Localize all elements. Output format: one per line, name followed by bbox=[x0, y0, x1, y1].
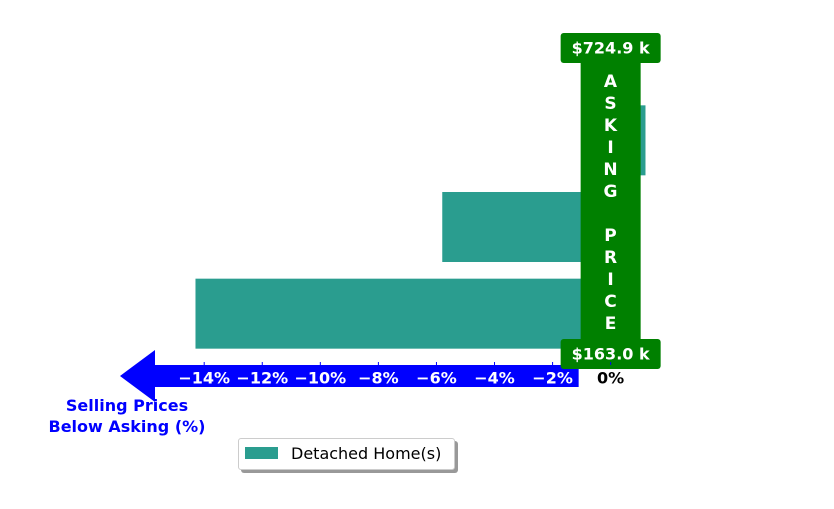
asking-label: ASKING PRICE bbox=[600, 71, 621, 336]
bar bbox=[195, 278, 611, 349]
legend-swatch bbox=[245, 447, 278, 459]
legend-label: Detached Home(s) bbox=[291, 444, 442, 463]
x-tick-label: 0% bbox=[597, 369, 624, 388]
x-tick-label: −2% bbox=[532, 369, 573, 388]
price-box bbox=[560, 339, 661, 369]
x-tick-label: −14% bbox=[178, 369, 230, 388]
legend: Detached Home(s) bbox=[238, 438, 455, 470]
x-tick-label: −10% bbox=[294, 369, 346, 388]
price-label: $163.0 k bbox=[572, 345, 650, 364]
asking-box: ASKING PRICE bbox=[580, 62, 640, 345]
x-axis-label: Selling Prices Below Asking (%) bbox=[48, 396, 206, 436]
price-box bbox=[560, 33, 661, 63]
price-label: $724.9 k bbox=[572, 39, 650, 58]
axis-arrow bbox=[120, 350, 579, 402]
x-tick-label: −8% bbox=[358, 369, 399, 388]
x-tick-label: −4% bbox=[474, 369, 515, 388]
x-tick-label: −12% bbox=[236, 369, 288, 388]
x-tick-label: −6% bbox=[416, 369, 457, 388]
asking-bar bbox=[580, 62, 641, 345]
